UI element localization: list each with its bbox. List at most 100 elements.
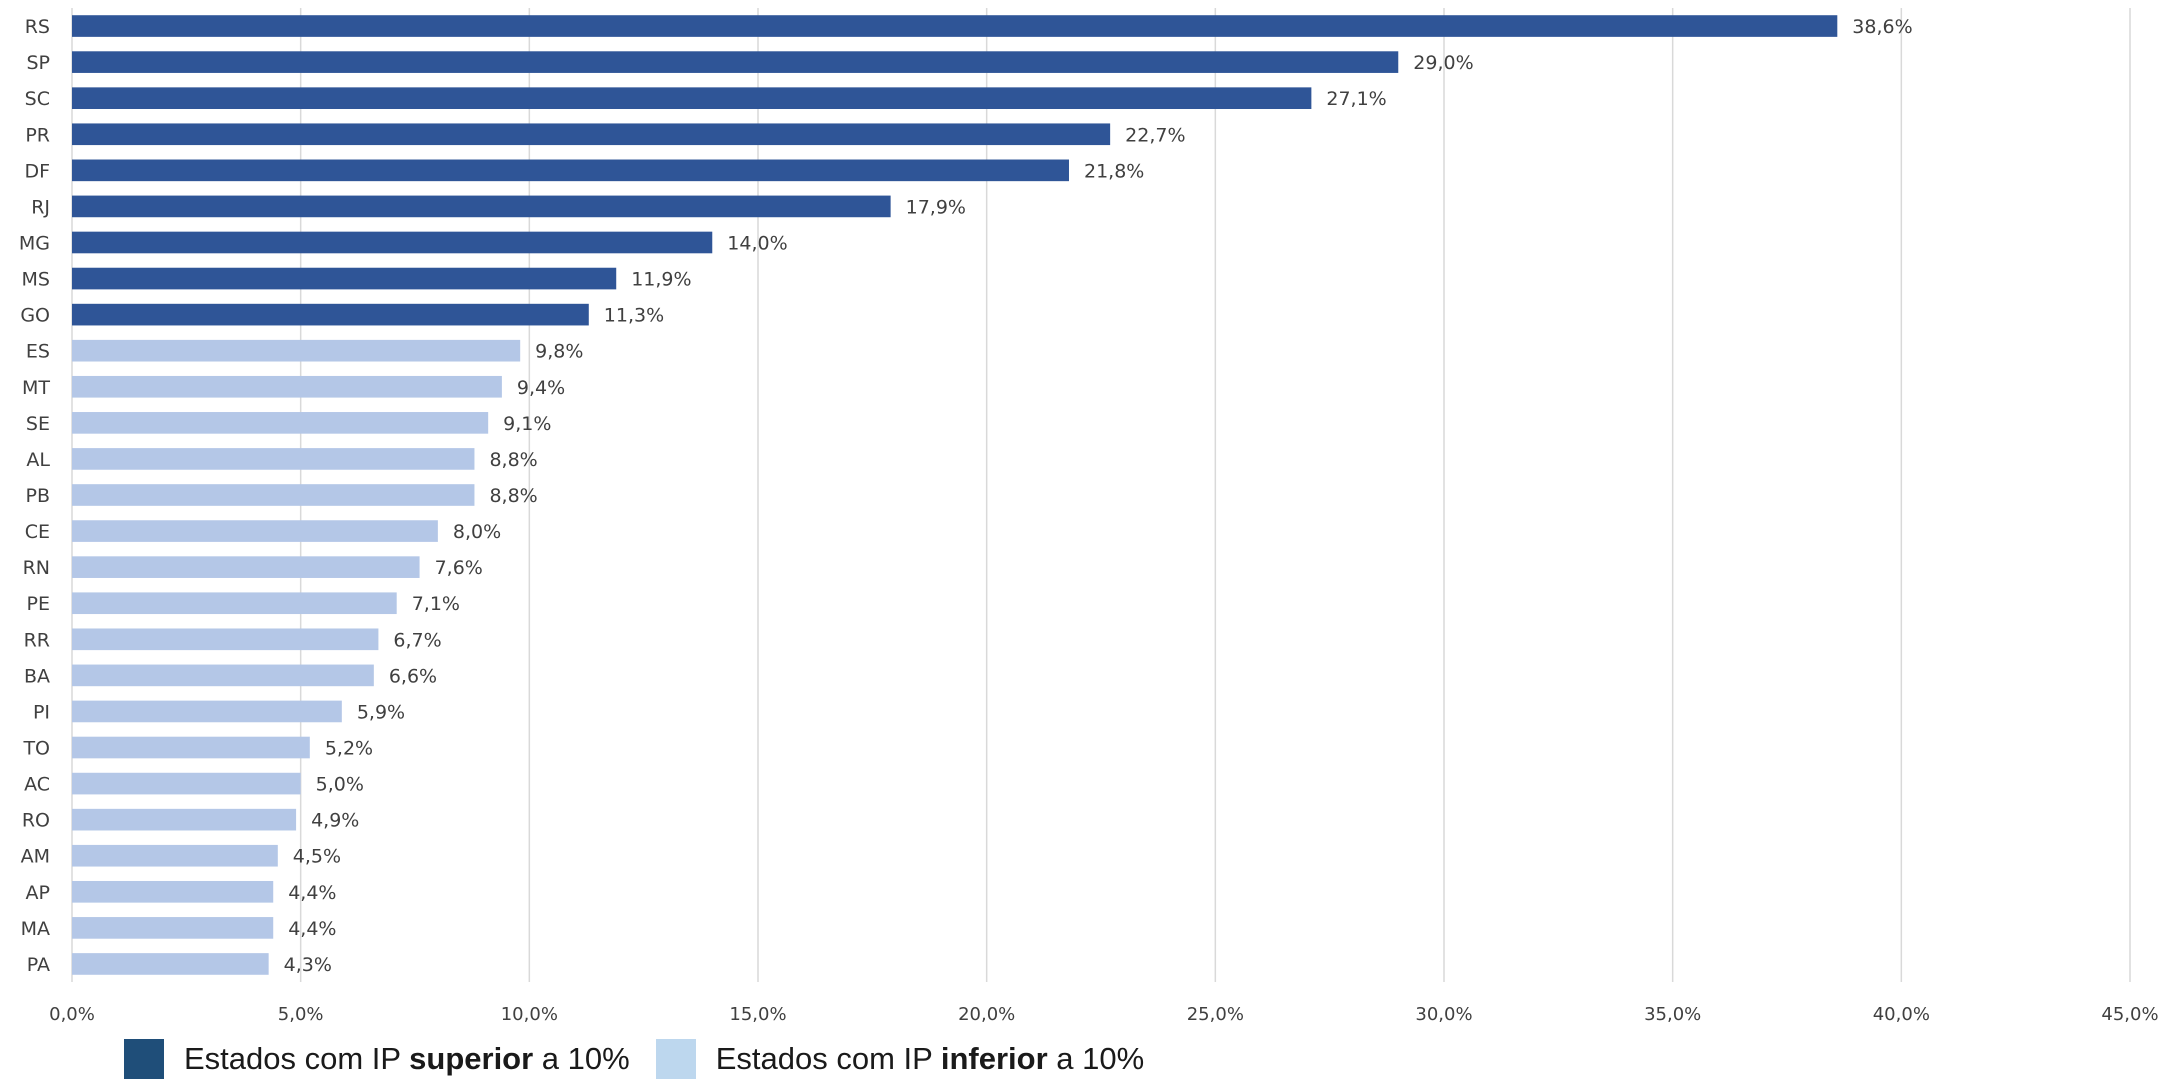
value-label: 8,8% <box>489 485 537 507</box>
legend-swatch-above <box>124 1039 164 1079</box>
category-label: RR <box>24 629 50 651</box>
category-label: SP <box>26 52 50 74</box>
category-label: AM <box>21 846 50 868</box>
bar-pb <box>72 484 475 506</box>
value-label: 8,8% <box>489 449 537 471</box>
category-label: MA <box>21 918 50 940</box>
category-label: MS <box>22 269 50 291</box>
category-label: PE <box>27 593 50 615</box>
category-label: RS <box>25 16 50 38</box>
category-label: ES <box>26 341 50 363</box>
bar-ms <box>72 267 617 290</box>
value-label: 6,7% <box>393 629 441 651</box>
legend: Estados com IP superior a 10% Estados co… <box>124 1038 1170 1080</box>
value-label: 4,3% <box>284 954 332 976</box>
category-label: PI <box>33 701 50 723</box>
value-label: 11,9% <box>631 269 691 291</box>
category-label: AP <box>26 882 50 904</box>
category-label: SE <box>26 413 50 435</box>
bar-ce <box>72 520 438 542</box>
value-label: 5,2% <box>325 738 373 760</box>
value-label: 7,6% <box>435 557 483 579</box>
x-tick-label: 20,0% <box>958 1004 1015 1025</box>
legend-label-above: Estados com IP superior a 10% <box>184 1041 630 1076</box>
bar-pr <box>72 123 1111 146</box>
category-label: PR <box>25 124 50 146</box>
bar-rj <box>72 195 891 218</box>
category-label: SC <box>25 88 50 110</box>
value-label: 7,1% <box>412 593 460 615</box>
value-label: 5,9% <box>357 701 405 723</box>
value-label: 14,0% <box>727 232 787 254</box>
bar-am <box>72 844 278 867</box>
bar-ap <box>72 880 274 903</box>
bar-rs <box>72 15 1838 37</box>
x-tick-label: 10,0% <box>501 1004 558 1025</box>
x-tick-label: 25,0% <box>1187 1004 1244 1025</box>
value-label: 4,4% <box>288 882 336 904</box>
category-label: MT <box>22 377 50 399</box>
bar-mt <box>72 375 502 398</box>
value-label: 5,0% <box>316 774 364 796</box>
bar-pe <box>72 592 397 615</box>
x-tick-label: 30,0% <box>1415 1004 1472 1025</box>
value-label: 4,5% <box>293 846 341 868</box>
bar-df <box>72 159 1069 182</box>
value-label: 11,3% <box>604 305 664 327</box>
value-label: 4,4% <box>288 918 336 940</box>
legend-item-below: Estados com IP inferior a 10% <box>655 1039 1144 1079</box>
bar-mg <box>72 231 713 254</box>
bar-rr <box>72 628 379 651</box>
bar-sc <box>72 87 1312 110</box>
bar-to <box>72 736 310 759</box>
bars <box>72 15 1838 975</box>
value-label: 9,4% <box>517 377 565 399</box>
category-label: RO <box>22 810 50 832</box>
bar-chart: RS SP SC PR DF RJ MG MS GO ES MT SE AL PB CE RN PE RR BA PI… <box>19 8 2159 1025</box>
category-label: CE <box>25 521 50 543</box>
value-label: 8,0% <box>453 521 501 543</box>
value-labels: 38,6% 29,0% 27,1% 22,7% 21,8% 17,9% 14,0% 11,9%… <box>284 16 1913 976</box>
legend-swatch-below <box>655 1039 696 1079</box>
category-label: RJ <box>31 196 50 218</box>
category-label: TO <box>22 738 50 760</box>
category-label: PB <box>26 485 51 507</box>
category-label: BA <box>24 665 50 687</box>
bar-es <box>72 339 521 362</box>
bar-ro <box>72 808 297 831</box>
category-label: DF <box>24 160 50 182</box>
value-label: 38,6% <box>1852 16 1912 38</box>
x-tick-label: 0,0% <box>49 1004 95 1025</box>
bar-rn <box>72 556 420 578</box>
bar-pa <box>72 953 269 975</box>
legend-item-above: Estados com IP superior a 10% <box>124 1039 630 1079</box>
category-label: PA <box>27 954 50 976</box>
category-label: AC <box>24 774 50 796</box>
value-label: 29,0% <box>1413 52 1473 74</box>
value-label: 4,9% <box>311 810 359 832</box>
x-tick-label: 40,0% <box>1873 1004 1930 1025</box>
bar-se <box>72 412 489 434</box>
value-label: 22,7% <box>1125 124 1185 146</box>
category-label: MG <box>19 232 50 254</box>
value-label: 9,8% <box>535 341 583 363</box>
x-tick-label: 45,0% <box>2101 1004 2158 1025</box>
value-label: 6,6% <box>389 665 437 687</box>
category-label: AL <box>26 449 50 471</box>
bar-ac <box>72 772 301 795</box>
category-label: GO <box>20 305 50 327</box>
category-labels: RS SP SC PR DF RJ MG MS GO ES MT SE AL PB CE RN PE RR BA PI… <box>19 16 51 976</box>
x-tick-label: 15,0% <box>729 1004 786 1025</box>
value-label: 27,1% <box>1326 88 1386 110</box>
bar-ba <box>72 664 374 687</box>
value-label: 21,8% <box>1084 160 1144 182</box>
bar-al <box>72 448 475 470</box>
x-tick-label: 5,0% <box>278 1004 324 1025</box>
x-axis-tick-labels: 0,0% 5,0% 10,0% 15,0% 20,0% 25,0% 30,0% 35,0% 40… <box>49 1004 2158 1025</box>
x-tick-label: 35,0% <box>1644 1004 1701 1025</box>
value-label: 17,9% <box>906 196 966 218</box>
bar-ma <box>72 917 274 939</box>
value-label: 9,1% <box>503 413 551 435</box>
bar-sp <box>72 51 1399 73</box>
bar-go <box>72 303 589 326</box>
